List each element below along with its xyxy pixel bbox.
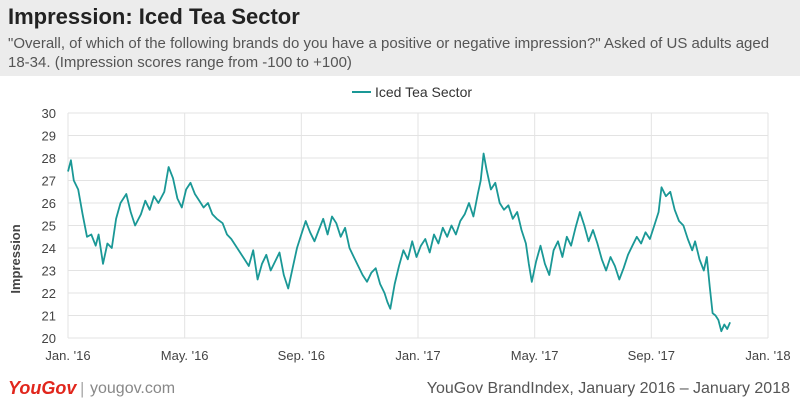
y-tick-label: 25 [42,219,56,234]
y-axis-label: Impression [8,224,23,293]
yougov-logo: YouGov [8,378,77,398]
gridlines [67,112,769,339]
x-tick-labels: Jan. '16 May. '16 Sep. '16 Jan. '17 May. '17… [45,348,790,363]
x-tick-label: Jan. '18 [745,348,790,363]
y-tick-label: 20 [42,331,56,346]
legend: Iced Tea Sector [352,84,472,100]
chart-subtitle: "Overall, of which of the following bran… [8,35,770,71]
y-tick-label: 23 [42,264,56,279]
y-tick-label: 29 [42,129,56,144]
footer-source: YouGov BrandIndex, January 2016 – Januar… [426,380,790,397]
y-tick-label: 24 [42,241,56,256]
legend-label: Iced Tea Sector [375,84,472,100]
x-tick-label: Jan. '16 [45,348,90,363]
x-tick-label: Jan. '17 [395,348,440,363]
y-tick-label: 30 [42,106,56,121]
footer-separator: | [80,379,85,398]
chart-title: Impression: Iced Tea Sector [8,4,300,29]
y-tick-label: 21 [42,309,56,324]
y-tick-label: 27 [42,174,56,189]
x-tick-label: Sep. '17 [628,348,675,363]
series-line-iced-tea-sector [67,152,731,333]
y-tick-label: 26 [42,196,56,211]
line-chart: 20 21 22 23 24 25 26 27 28 29 30 Jan. '16 May. '16 S… [8,84,791,363]
footer-site-link[interactable]: yougov.com [90,380,176,397]
x-tick-label: Sep. '16 [278,348,325,363]
chart-header: Impression: Iced Tea Sector "Overall, of… [0,0,800,76]
y-tick-label: 28 [42,151,56,166]
x-tick-label: May. '16 [161,348,209,363]
y-tick-labels: 20 21 22 23 24 25 26 27 28 29 30 [42,106,56,346]
y-tick-label: 22 [42,286,56,301]
x-tick-label: May. '17 [511,348,559,363]
